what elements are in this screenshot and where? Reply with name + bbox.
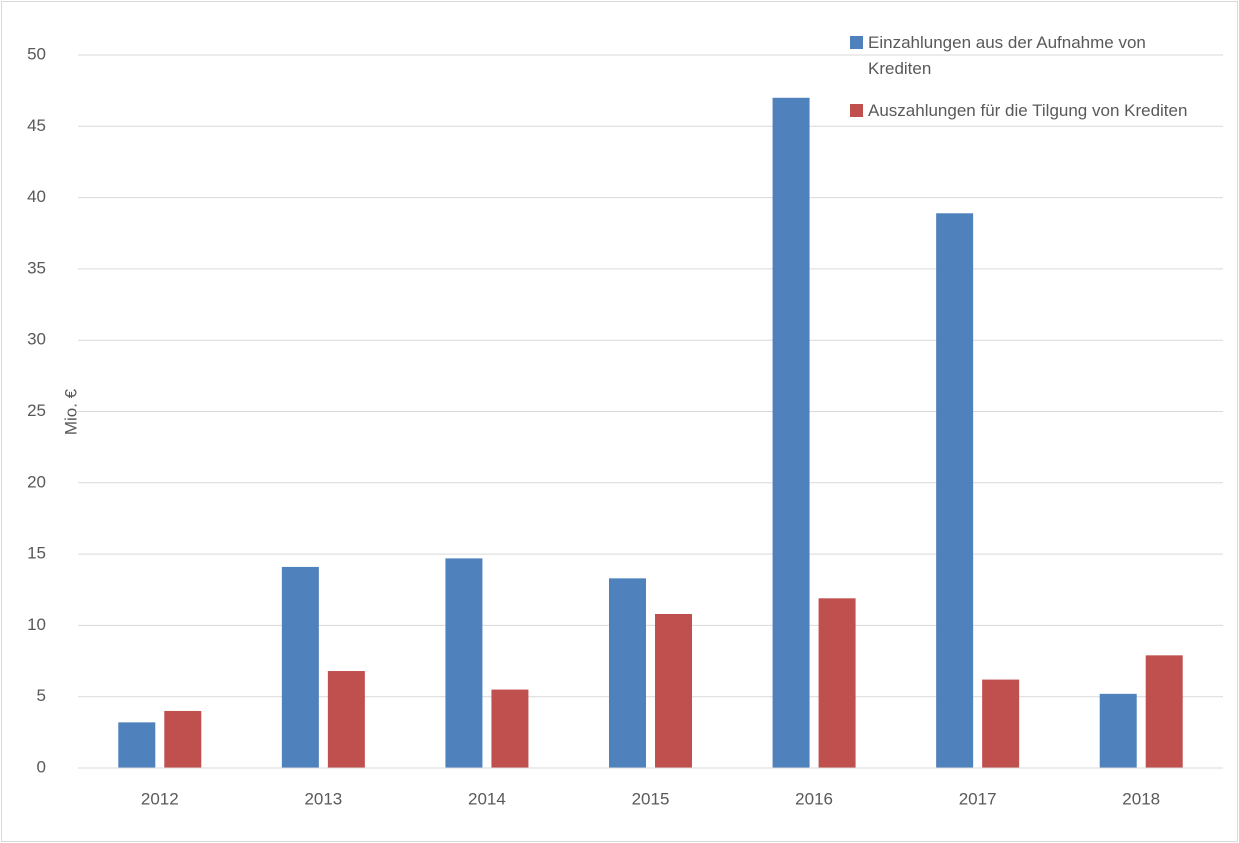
bar bbox=[772, 97, 810, 768]
bar bbox=[1099, 693, 1137, 768]
bar bbox=[982, 679, 1020, 768]
y-tick-label: 15 bbox=[27, 544, 46, 563]
bar bbox=[164, 710, 202, 768]
x-tick-label: 2015 bbox=[632, 789, 670, 808]
y-axis-label: Mio. € bbox=[61, 388, 80, 435]
y-tick-label: 5 bbox=[37, 686, 46, 705]
legend-swatch bbox=[850, 104, 863, 117]
y-tick-label: 20 bbox=[27, 472, 46, 491]
y-tick-label: 35 bbox=[27, 258, 46, 277]
y-tick-label: 30 bbox=[27, 330, 46, 349]
bar bbox=[118, 722, 156, 768]
x-tick-label: 2012 bbox=[141, 789, 179, 808]
bar bbox=[491, 689, 529, 768]
y-tick-label: 25 bbox=[27, 401, 46, 420]
legend-item: Auszahlungen für die Tilgung von Kredite… bbox=[850, 98, 1210, 124]
x-tick-label: 2014 bbox=[468, 789, 506, 808]
bar bbox=[818, 598, 856, 768]
bar bbox=[327, 671, 365, 768]
y-tick-label: 45 bbox=[27, 116, 46, 135]
bar bbox=[655, 613, 692, 768]
x-tick-label: 2013 bbox=[304, 789, 342, 808]
x-tick-label: 2018 bbox=[1122, 789, 1160, 808]
x-tick-label: 2016 bbox=[795, 789, 833, 808]
legend-label: Auszahlungen für die Tilgung von Kredite… bbox=[868, 101, 1188, 120]
bar bbox=[281, 566, 319, 768]
y-tick-label: 50 bbox=[27, 44, 46, 63]
bar bbox=[609, 578, 646, 768]
y-tick-label: 0 bbox=[37, 757, 46, 776]
y-tick-label: 10 bbox=[27, 615, 46, 634]
bar bbox=[936, 213, 974, 768]
bar bbox=[1145, 655, 1183, 768]
x-tick-label: 2017 bbox=[959, 789, 997, 808]
y-tick-label: 40 bbox=[27, 187, 46, 206]
legend-label: Einzahlungen aus der Aufnahme von Kredit… bbox=[868, 33, 1146, 78]
legend: Einzahlungen aus der Aufnahme von Kredit… bbox=[850, 30, 1210, 140]
bar bbox=[445, 558, 483, 768]
legend-swatch bbox=[850, 36, 863, 49]
legend-item: Einzahlungen aus der Aufnahme von Kredit… bbox=[850, 30, 1210, 82]
